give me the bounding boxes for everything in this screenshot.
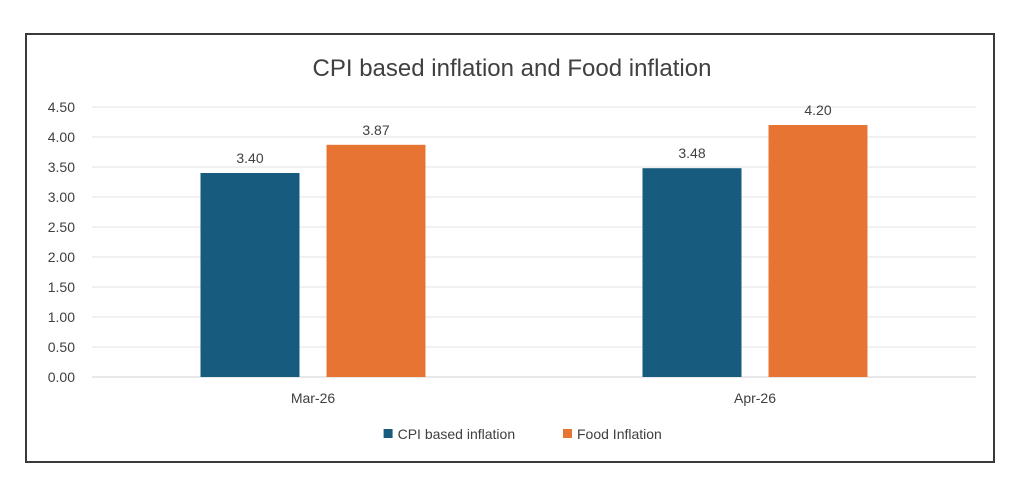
y-tick-label: 0.00 — [48, 369, 75, 385]
data-label: 3.87 — [362, 122, 389, 138]
y-tick-label: 2.00 — [48, 249, 75, 265]
data-label: 3.40 — [236, 150, 263, 166]
legend-label: CPI based inflation — [398, 426, 516, 442]
y-axis-ticks: 0.00 0.50 1.00 1.50 2.00 2.50 3.00 3.50 4.00 4.50 — [48, 99, 75, 385]
bar-food-inflation — [326, 144, 426, 377]
chart-svg: CPI based inflation and Food inflation 0… — [48, 55, 976, 442]
y-tick-label: 3.00 — [48, 189, 75, 205]
y-tick-label: 2.50 — [48, 219, 75, 235]
bar-food-inflation — [768, 125, 868, 377]
x-category-label: Mar-26 — [291, 390, 336, 406]
x-category-label: Apr-26 — [734, 390, 776, 406]
legend-swatch — [563, 429, 572, 438]
y-tick-label: 1.50 — [48, 279, 75, 295]
y-tick-label: 0.50 — [48, 339, 75, 355]
chart-frame: CPI based inflation and Food inflation 0… — [25, 33, 995, 463]
y-tick-label: 1.00 — [48, 309, 75, 325]
legend: CPI based inflation Food Inflation — [383, 426, 662, 442]
bar-cpi-based-inflation — [642, 168, 742, 377]
chart-title: CPI based inflation and Food inflation — [313, 55, 712, 82]
y-tick-label: 4.00 — [48, 129, 75, 145]
y-tick-label: 3.50 — [48, 159, 75, 175]
data-label: 4.20 — [804, 102, 831, 118]
bars — [200, 125, 868, 377]
y-tick-label: 4.50 — [48, 99, 75, 115]
legend-label: Food Inflation — [577, 426, 662, 442]
bar-cpi-based-inflation — [200, 173, 300, 377]
x-axis-categories: Mar-26 Apr-26 — [291, 390, 776, 406]
data-labels: 3.40 3.87 3.48 4.20 — [236, 102, 831, 166]
data-label: 3.48 — [678, 145, 705, 161]
legend-swatch — [383, 429, 393, 438]
